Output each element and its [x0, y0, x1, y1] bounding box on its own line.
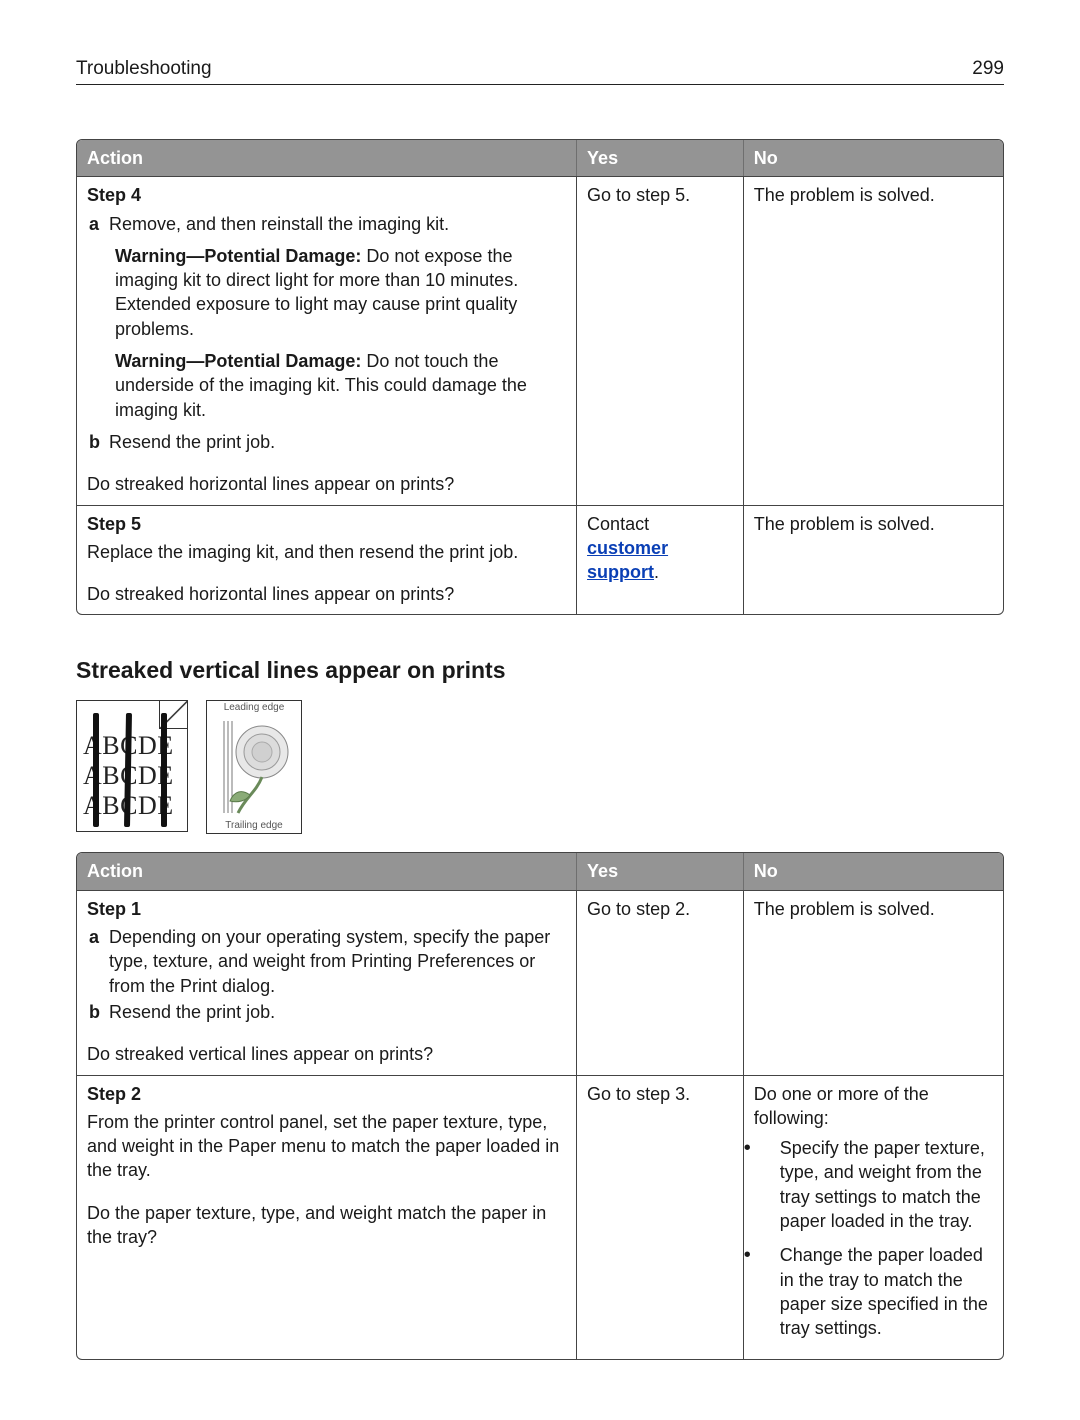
page-number: 299 — [972, 58, 1004, 80]
warning: Warning—Potential Damage: Do not touch t… — [115, 349, 566, 422]
substep: b Resend the print job. — [87, 1000, 566, 1024]
leading-edge-label: Leading edge — [224, 703, 285, 713]
col-no: No — [744, 853, 1003, 889]
table-row: Step 4 a Remove, and then reinstall the … — [77, 176, 1003, 504]
step-question: Do streaked vertical lines appear on pri… — [87, 1042, 566, 1066]
step-title: Step 2 — [87, 1082, 566, 1106]
action-cell: Step 5 Replace the imaging kit, and then… — [77, 505, 577, 615]
step-body: Replace the imaging kit, and then resend… — [87, 540, 566, 564]
warning-head: Warning—Potential Damage: — [115, 246, 361, 266]
troubleshoot-table-2: Action Yes No Step 1 a Depending on your… — [76, 852, 1004, 1359]
yes-cell: Go to step 2. — [577, 890, 744, 1075]
action-cell: Step 4 a Remove, and then reinstall the … — [77, 176, 577, 504]
trailing-edge-label: Trailing edge — [225, 821, 282, 831]
running-header: Troubleshooting 299 — [76, 58, 1004, 85]
action-cell: Step 1 a Depending on your operating sys… — [77, 890, 577, 1075]
no-intro: Do one or more of the following: — [754, 1082, 993, 1131]
step-question: Do streaked horizontal lines appear on p… — [87, 582, 566, 606]
step-question: Do the paper texture, type, and weight m… — [87, 1201, 566, 1250]
yes-cell: Go to step 5. — [577, 176, 744, 504]
no-cell: The problem is solved. — [744, 505, 1003, 615]
streak-sample-icon: ABCDE ABCDE ABCDE — [76, 700, 188, 832]
substep-text: Depending on your operating system, spec… — [109, 925, 566, 998]
list-item: Change the paper loaded in the tray to m… — [762, 1243, 993, 1340]
substep: a Depending on your operating system, sp… — [87, 925, 566, 998]
warning-head: Warning—Potential Damage: — [115, 351, 361, 371]
substep-marker: b — [87, 430, 109, 454]
no-cell: The problem is solved. — [744, 890, 1003, 1075]
step-title: Step 5 — [87, 512, 566, 536]
troubleshoot-table-1: Action Yes No Step 4 a Remove, and then … — [76, 139, 1004, 615]
table-row: Step 5 Replace the imaging kit, and then… — [77, 505, 1003, 615]
col-yes: Yes — [577, 140, 744, 176]
figure-row: ABCDE ABCDE ABCDE Leading edge Trailing … — [76, 700, 1004, 834]
vertical-streak-icon — [93, 713, 99, 827]
yes-cell: Contact customer support. — [577, 505, 744, 615]
warning: Warning—Potential Damage: Do not expose … — [115, 244, 566, 341]
leading-trailing-figure: Leading edge Trailing edge — [206, 700, 302, 834]
step-title: Step 4 — [87, 183, 566, 207]
substep-marker: b — [87, 1000, 109, 1024]
list-item: Specify the paper texture, type, and wei… — [762, 1136, 993, 1233]
step-title: Step 1 — [87, 897, 566, 921]
substep-text: Resend the print job. — [109, 430, 566, 454]
vertical-streak-icon — [161, 713, 167, 827]
action-cell: Step 2 From the printer control panel, s… — [77, 1075, 577, 1359]
table-header-row: Action Yes No — [77, 853, 1003, 889]
col-yes: Yes — [577, 853, 744, 889]
no-cell: Do one or more of the following: Specify… — [744, 1075, 1003, 1359]
document-page: Troubleshooting 299 Action Yes No Step 4… — [0, 0, 1080, 1420]
substep: a Remove, and then reinstall the imaging… — [87, 212, 566, 236]
step-question: Do streaked horizontal lines appear on p… — [87, 472, 566, 496]
yes-cell: Go to step 3. — [577, 1075, 744, 1359]
no-cell: The problem is solved. — [744, 176, 1003, 504]
substep-text: Remove, and then reinstall the imaging k… — [109, 212, 566, 236]
substep-text: Resend the print job. — [109, 1000, 566, 1024]
col-action: Action — [77, 140, 577, 176]
substep-marker: a — [87, 925, 109, 998]
table-header-row: Action Yes No — [77, 140, 1003, 176]
yes-prefix: Contact — [587, 514, 649, 534]
table-row: Step 1 a Depending on your operating sys… — [77, 890, 1003, 1075]
section-heading: Streaked vertical lines appear on prints — [76, 657, 1004, 684]
header-title: Troubleshooting — [76, 58, 212, 80]
col-action: Action — [77, 853, 577, 889]
flower-icon — [213, 717, 295, 817]
table-row: Step 2 From the printer control panel, s… — [77, 1075, 1003, 1359]
no-bullet-list: Specify the paper texture, type, and wei… — [754, 1136, 993, 1340]
yes-suffix: . — [654, 562, 659, 582]
substep: b Resend the print job. — [87, 430, 566, 454]
substep-marker: a — [87, 212, 109, 236]
step-body: From the printer control panel, set the … — [87, 1110, 566, 1183]
col-no: No — [744, 140, 1003, 176]
